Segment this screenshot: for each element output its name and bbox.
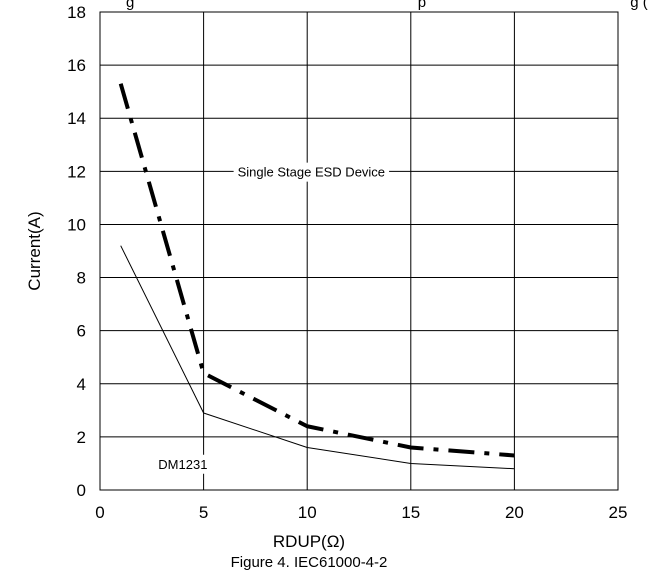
annotation-bg-0 xyxy=(233,162,390,182)
series-line-single-stage-esd xyxy=(118,83,515,458)
y-axis-ticks: 0 2 4 6 8 10 12 14 16 18 xyxy=(67,3,86,500)
series-line-dm1231 xyxy=(120,245,515,470)
x-tick-label: 5 xyxy=(199,503,208,522)
y-axis-label: Current(A) xyxy=(25,211,44,290)
y-tick-label: 16 xyxy=(67,56,86,75)
y-tick-label: 14 xyxy=(67,109,86,128)
x-tick-label: 15 xyxy=(401,503,420,522)
y-tick-label: 4 xyxy=(77,375,86,394)
grid xyxy=(99,11,619,491)
x-axis-label: RDUP(Ω) xyxy=(273,532,345,551)
y-tick-label: 0 xyxy=(77,481,86,500)
annotations: Single Stage ESD Device DM1231 xyxy=(154,162,390,474)
y-tick-label: 10 xyxy=(67,215,86,234)
chart-title-truncated: g p g ( ) xyxy=(126,0,651,11)
y-tick-label: 18 xyxy=(67,3,86,22)
series-group xyxy=(118,83,515,470)
x-tick-label: 25 xyxy=(609,503,628,522)
figure-caption: Figure 4. IEC61000-4-2 xyxy=(231,554,388,571)
y-tick-label: 6 xyxy=(77,322,86,341)
x-tick-label: 0 xyxy=(95,503,104,522)
annotation-label-0: Single Stage ESD Device xyxy=(238,165,385,180)
y-tick-label: 2 xyxy=(77,428,86,447)
x-tick-label: 10 xyxy=(298,503,317,522)
x-tick-label: 20 xyxy=(505,503,524,522)
x-axis-ticks: 0 5 10 15 20 25 xyxy=(95,503,627,522)
annotation-bg-1 xyxy=(154,454,212,474)
y-tick-label: 12 xyxy=(67,162,86,181)
y-tick-label: 8 xyxy=(77,269,86,288)
annotation-label-1: DM1231 xyxy=(158,457,207,472)
plot-area xyxy=(99,11,619,491)
